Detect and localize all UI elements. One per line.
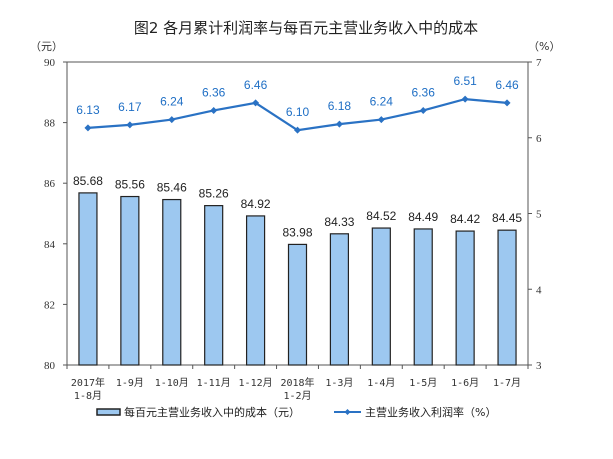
left-tick-label: 84	[44, 239, 56, 251]
line-value-label: 6.46	[495, 78, 519, 92]
line-point	[294, 126, 301, 134]
line-point	[461, 95, 469, 103]
line-value-label: 6.24	[160, 95, 184, 109]
bar-value-label: 85.68	[73, 174, 103, 188]
bar-value-label: 84.42	[450, 212, 480, 226]
right-tick-label: 5	[536, 209, 542, 221]
left-tick-label: 82	[44, 299, 55, 311]
x-tick-label: 2018年	[280, 376, 314, 389]
bar	[329, 233, 350, 366]
x-tick-label: 1-11月	[197, 377, 231, 389]
line-point	[168, 116, 176, 124]
legend: 每百元主营业务收入中的成本（元） 主营业务收入利润率（%）	[96, 405, 496, 419]
bar	[78, 192, 98, 366]
bar	[287, 243, 308, 366]
bar	[455, 230, 475, 366]
x-tick-label: 1-2月	[283, 390, 311, 402]
left-axis-unit: （元）	[30, 40, 63, 53]
legend-line-marker	[344, 409, 351, 415]
line-point	[419, 106, 427, 114]
bar-value-label: 84.33	[324, 215, 354, 229]
x-tick-label: 1-5月	[409, 377, 437, 389]
bar	[120, 195, 140, 366]
left-tick-label: 86	[44, 178, 56, 190]
line-value-label: 6.46	[244, 78, 268, 92]
bar	[413, 228, 433, 366]
left-tick-label: 88	[44, 118, 56, 130]
bar-value-label: 85.46	[157, 181, 187, 195]
bar-value-label: 85.26	[199, 187, 229, 201]
left-tick-label: 90	[44, 57, 56, 69]
line-point	[252, 99, 260, 107]
line-value-label: 6.36	[412, 85, 436, 99]
x-tick-label: 2017年	[71, 376, 105, 389]
x-tick-label: 1-9月	[116, 377, 144, 389]
x-tick-label: 1-6月	[451, 377, 479, 389]
x-tick-label: 1-10月	[155, 377, 189, 389]
left-tick-label: 80	[44, 360, 56, 372]
line-value-label: 6.51	[453, 74, 477, 88]
line-value-label: 6.13	[76, 103, 100, 117]
bar-value-label: 83.98	[282, 225, 312, 239]
right-tick-label: 3	[536, 360, 542, 372]
bar-value-label: 85.56	[115, 178, 145, 192]
legend-bar-label: 每百元主营业务收入中的成本（元）	[124, 405, 300, 419]
right-tick-label: 4	[536, 284, 542, 296]
line-value-label: 6.36	[202, 85, 226, 99]
x-tick-label: 1-7月	[493, 377, 521, 389]
right-axis-unit: （%）	[528, 40, 560, 53]
bar	[245, 215, 266, 366]
bar	[497, 229, 517, 366]
line-value-label: 6.24	[370, 95, 394, 109]
bar-value-label: 84.45	[492, 211, 522, 225]
line-point	[210, 106, 218, 114]
line-point	[84, 124, 92, 132]
bar	[204, 205, 224, 366]
x-tick-label: 1-4月	[367, 377, 395, 389]
line-point	[377, 116, 385, 124]
bar	[371, 227, 391, 366]
line-value-label: 6.17	[118, 100, 142, 114]
bar-value-label: 84.92	[241, 197, 271, 211]
line-point	[335, 120, 343, 128]
line-point	[503, 99, 511, 107]
line-point	[126, 121, 134, 129]
bar-value-label: 84.49	[408, 210, 438, 224]
line-value-label: 6.10	[286, 105, 310, 119]
x-tick-label: 1-3月	[325, 377, 353, 389]
right-tick-label: 7	[536, 57, 542, 69]
line-value-label: 6.18	[328, 99, 352, 113]
chart-title: 图2 各月累计利润率与每百元主营业务收入中的成本	[134, 19, 478, 37]
legend-bar-swatch	[96, 408, 121, 416]
right-tick-label: 6	[536, 133, 542, 145]
x-tick-label: 1-8月	[74, 390, 102, 402]
legend-line-label: 主营业务收入利润率（%）	[365, 405, 496, 419]
x-tick-label: 1-12月	[239, 377, 273, 389]
bar-value-label: 84.52	[366, 209, 396, 223]
bar	[162, 198, 182, 366]
